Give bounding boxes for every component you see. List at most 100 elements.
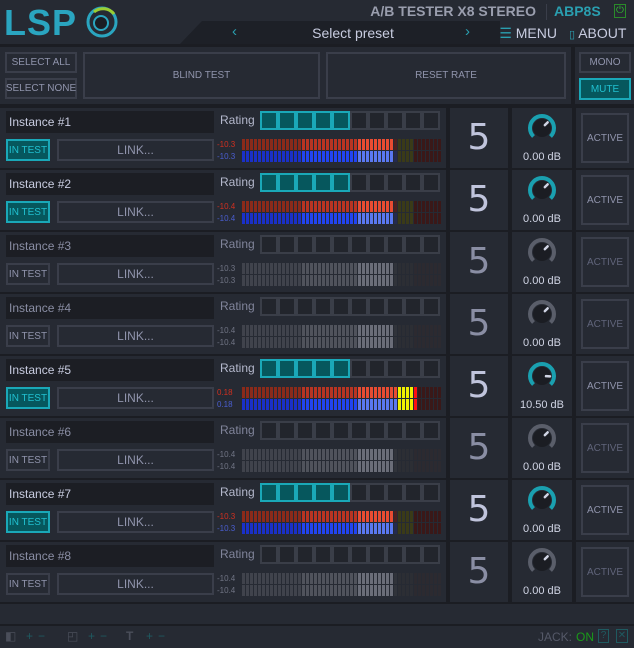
rating-cell[interactable] xyxy=(296,235,314,254)
about-button[interactable]: ▯ ABOUT xyxy=(569,25,626,41)
rating-cell[interactable] xyxy=(404,297,422,316)
rating-cell[interactable] xyxy=(386,359,404,378)
active-button[interactable]: ACTIVE xyxy=(581,113,629,163)
preset-selector[interactable]: Select preset xyxy=(312,25,394,41)
rating-cell[interactable] xyxy=(386,111,404,130)
next-preset-button[interactable]: › xyxy=(465,23,470,40)
rating-cell[interactable] xyxy=(260,111,278,130)
rating-cell[interactable] xyxy=(332,359,350,378)
rating-cell[interactable] xyxy=(296,111,314,130)
instance-name[interactable]: Instance #3 xyxy=(6,235,214,257)
link-button[interactable]: LINK... xyxy=(57,387,214,409)
rating-cell[interactable] xyxy=(314,483,332,502)
gain-knob[interactable] xyxy=(512,232,572,274)
in-test-button[interactable]: IN TEST xyxy=(6,325,50,347)
font-minus-button[interactable]: − xyxy=(158,629,166,643)
rating-cell[interactable] xyxy=(422,545,440,564)
in-test-button[interactable]: IN TEST xyxy=(6,139,50,161)
rating-cell[interactable] xyxy=(314,235,332,254)
rating-cell[interactable] xyxy=(260,483,278,502)
rating-cell[interactable] xyxy=(332,235,350,254)
rating-cell[interactable] xyxy=(296,173,314,192)
rating-cell[interactable] xyxy=(350,297,368,316)
rating-cell[interactable] xyxy=(278,421,296,440)
in-test-button[interactable]: IN TEST xyxy=(6,387,50,409)
rating-bar[interactable] xyxy=(260,173,440,192)
in-test-button[interactable]: IN TEST xyxy=(6,263,50,285)
rating-cell[interactable] xyxy=(260,421,278,440)
ui-scale-icon[interactable]: ◰ xyxy=(67,629,79,643)
gain-knob[interactable] xyxy=(512,480,572,522)
scale-plus-button[interactable]: + xyxy=(26,629,34,643)
font-scale-icon[interactable]: T xyxy=(126,629,134,643)
rating-cell[interactable] xyxy=(296,359,314,378)
rating-cell[interactable] xyxy=(386,173,404,192)
in-test-button[interactable]: IN TEST xyxy=(6,511,50,533)
rating-cell[interactable] xyxy=(314,421,332,440)
fullscreen-icon[interactable]: ✕ xyxy=(616,629,628,643)
gain-knob[interactable] xyxy=(512,418,572,460)
active-button[interactable]: ACTIVE xyxy=(581,299,629,349)
rating-cell[interactable] xyxy=(278,483,296,502)
link-button[interactable]: LINK... xyxy=(57,449,214,471)
active-button[interactable]: ACTIVE xyxy=(581,547,629,597)
rating-cell[interactable] xyxy=(278,173,296,192)
gain-knob[interactable] xyxy=(512,542,572,584)
rating-bar[interactable] xyxy=(260,111,440,130)
rating-cell[interactable] xyxy=(350,359,368,378)
rating-cell[interactable] xyxy=(260,545,278,564)
select-all-button[interactable]: SELECT ALL xyxy=(5,52,77,73)
ui-plus-button[interactable]: + xyxy=(88,629,96,643)
rating-cell[interactable] xyxy=(404,173,422,192)
menu-button[interactable]: ☰ MENU xyxy=(499,25,557,42)
rating-cell[interactable] xyxy=(386,545,404,564)
rating-cell[interactable] xyxy=(404,359,422,378)
rating-cell[interactable] xyxy=(332,421,350,440)
rating-cell[interactable] xyxy=(368,235,386,254)
rating-cell[interactable] xyxy=(332,483,350,502)
rating-cell[interactable] xyxy=(350,235,368,254)
rating-cell[interactable] xyxy=(260,235,278,254)
rating-cell[interactable] xyxy=(386,235,404,254)
rating-bar[interactable] xyxy=(260,297,440,316)
in-test-button[interactable]: IN TEST xyxy=(6,201,50,223)
rating-cell[interactable] xyxy=(260,359,278,378)
rating-cell[interactable] xyxy=(350,483,368,502)
gain-knob[interactable] xyxy=(512,356,572,398)
active-button[interactable]: ACTIVE xyxy=(581,175,629,225)
rating-cell[interactable] xyxy=(260,173,278,192)
gain-knob[interactable] xyxy=(512,108,572,150)
rating-bar[interactable] xyxy=(260,545,440,564)
link-button[interactable]: LINK... xyxy=(57,201,214,223)
gain-knob[interactable] xyxy=(512,294,572,336)
reset-rate-button[interactable]: RESET RATE xyxy=(326,52,566,99)
rating-cell[interactable] xyxy=(314,359,332,378)
rating-cell[interactable] xyxy=(422,359,440,378)
power-icon[interactable]: ⏻ xyxy=(614,4,626,18)
rating-cell[interactable] xyxy=(368,173,386,192)
in-test-button[interactable]: IN TEST xyxy=(6,449,50,471)
rating-cell[interactable] xyxy=(314,111,332,130)
scale-minus-button[interactable]: − xyxy=(38,629,46,643)
rating-cell[interactable] xyxy=(368,545,386,564)
rating-bar[interactable] xyxy=(260,421,440,440)
active-button[interactable]: ACTIVE xyxy=(581,237,629,287)
select-none-button[interactable]: SELECT NONE xyxy=(5,78,77,99)
rating-cell[interactable] xyxy=(350,111,368,130)
rating-cell[interactable] xyxy=(404,545,422,564)
rating-cell[interactable] xyxy=(332,545,350,564)
active-button[interactable]: ACTIVE xyxy=(581,423,629,473)
link-button[interactable]: LINK... xyxy=(57,573,214,595)
font-plus-button[interactable]: + xyxy=(146,629,154,643)
rating-cell[interactable] xyxy=(386,483,404,502)
rating-cell[interactable] xyxy=(278,111,296,130)
rating-cell[interactable] xyxy=(422,483,440,502)
rating-cell[interactable] xyxy=(368,297,386,316)
link-button[interactable]: LINK... xyxy=(57,263,214,285)
instance-name[interactable]: Instance #7 xyxy=(6,483,214,505)
instance-name[interactable]: Instance #5 xyxy=(6,359,214,381)
link-button[interactable]: LINK... xyxy=(57,325,214,347)
rating-cell[interactable] xyxy=(314,545,332,564)
rating-cell[interactable] xyxy=(422,421,440,440)
rating-cell[interactable] xyxy=(368,483,386,502)
